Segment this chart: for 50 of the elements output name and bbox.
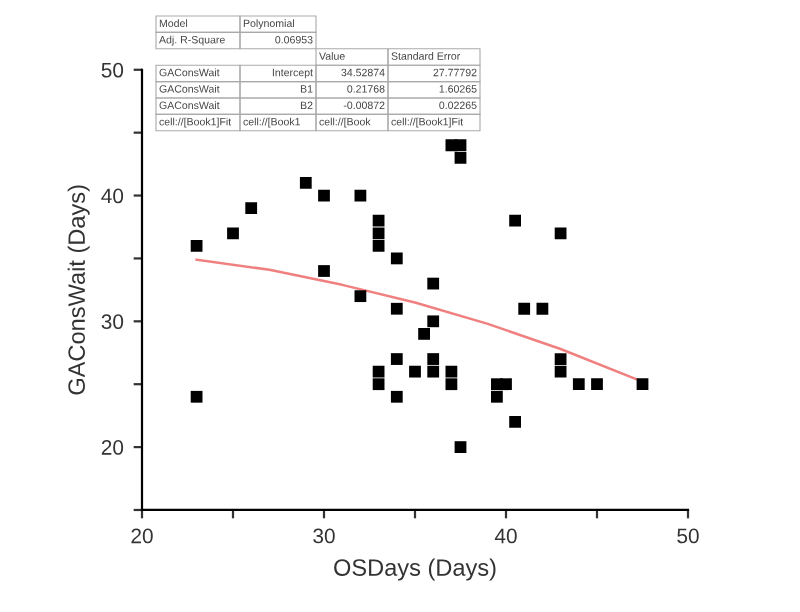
point (372, 378, 385, 391)
x-tick-label: 20 (131, 528, 153, 544)
point (427, 365, 440, 378)
point (390, 302, 403, 315)
point (427, 277, 440, 290)
point (445, 378, 458, 391)
point (554, 365, 567, 378)
x-tick-label: 30 (313, 528, 335, 544)
point (390, 390, 403, 403)
point (390, 353, 403, 365)
point (554, 353, 567, 365)
point (445, 365, 458, 378)
point (372, 214, 385, 227)
point (554, 227, 567, 240)
point (245, 202, 258, 215)
point (427, 315, 440, 328)
point (372, 239, 385, 252)
point (572, 378, 585, 391)
point (509, 214, 521, 227)
x-axis-title: OSDays (Days) (334, 558, 496, 581)
y-tick-label: 50 (101, 62, 124, 78)
point (500, 378, 512, 391)
point (190, 390, 203, 403)
y-tick-label: 30 (101, 314, 124, 330)
point (318, 265, 330, 277)
point (454, 441, 467, 453)
point (354, 290, 367, 303)
point (518, 302, 531, 315)
y-tick-label: 20 (101, 440, 124, 455)
point (372, 227, 385, 240)
point (227, 227, 239, 240)
point (636, 378, 649, 391)
point (390, 252, 403, 265)
point (591, 378, 603, 391)
y-tick-label: 40 (101, 188, 124, 204)
x-tick-label: 40 (494, 528, 517, 544)
point (318, 189, 330, 202)
point (409, 365, 421, 378)
point (190, 239, 203, 252)
point (536, 302, 549, 315)
point (491, 390, 503, 403)
point (299, 177, 312, 189)
point (372, 365, 385, 378)
y-axis-title: GAConsWait (Days) (67, 185, 90, 395)
point (509, 416, 521, 428)
point (454, 139, 467, 152)
point (418, 328, 430, 340)
point (427, 353, 440, 365)
x-tick-label: 50 (677, 528, 699, 544)
point (454, 151, 467, 164)
